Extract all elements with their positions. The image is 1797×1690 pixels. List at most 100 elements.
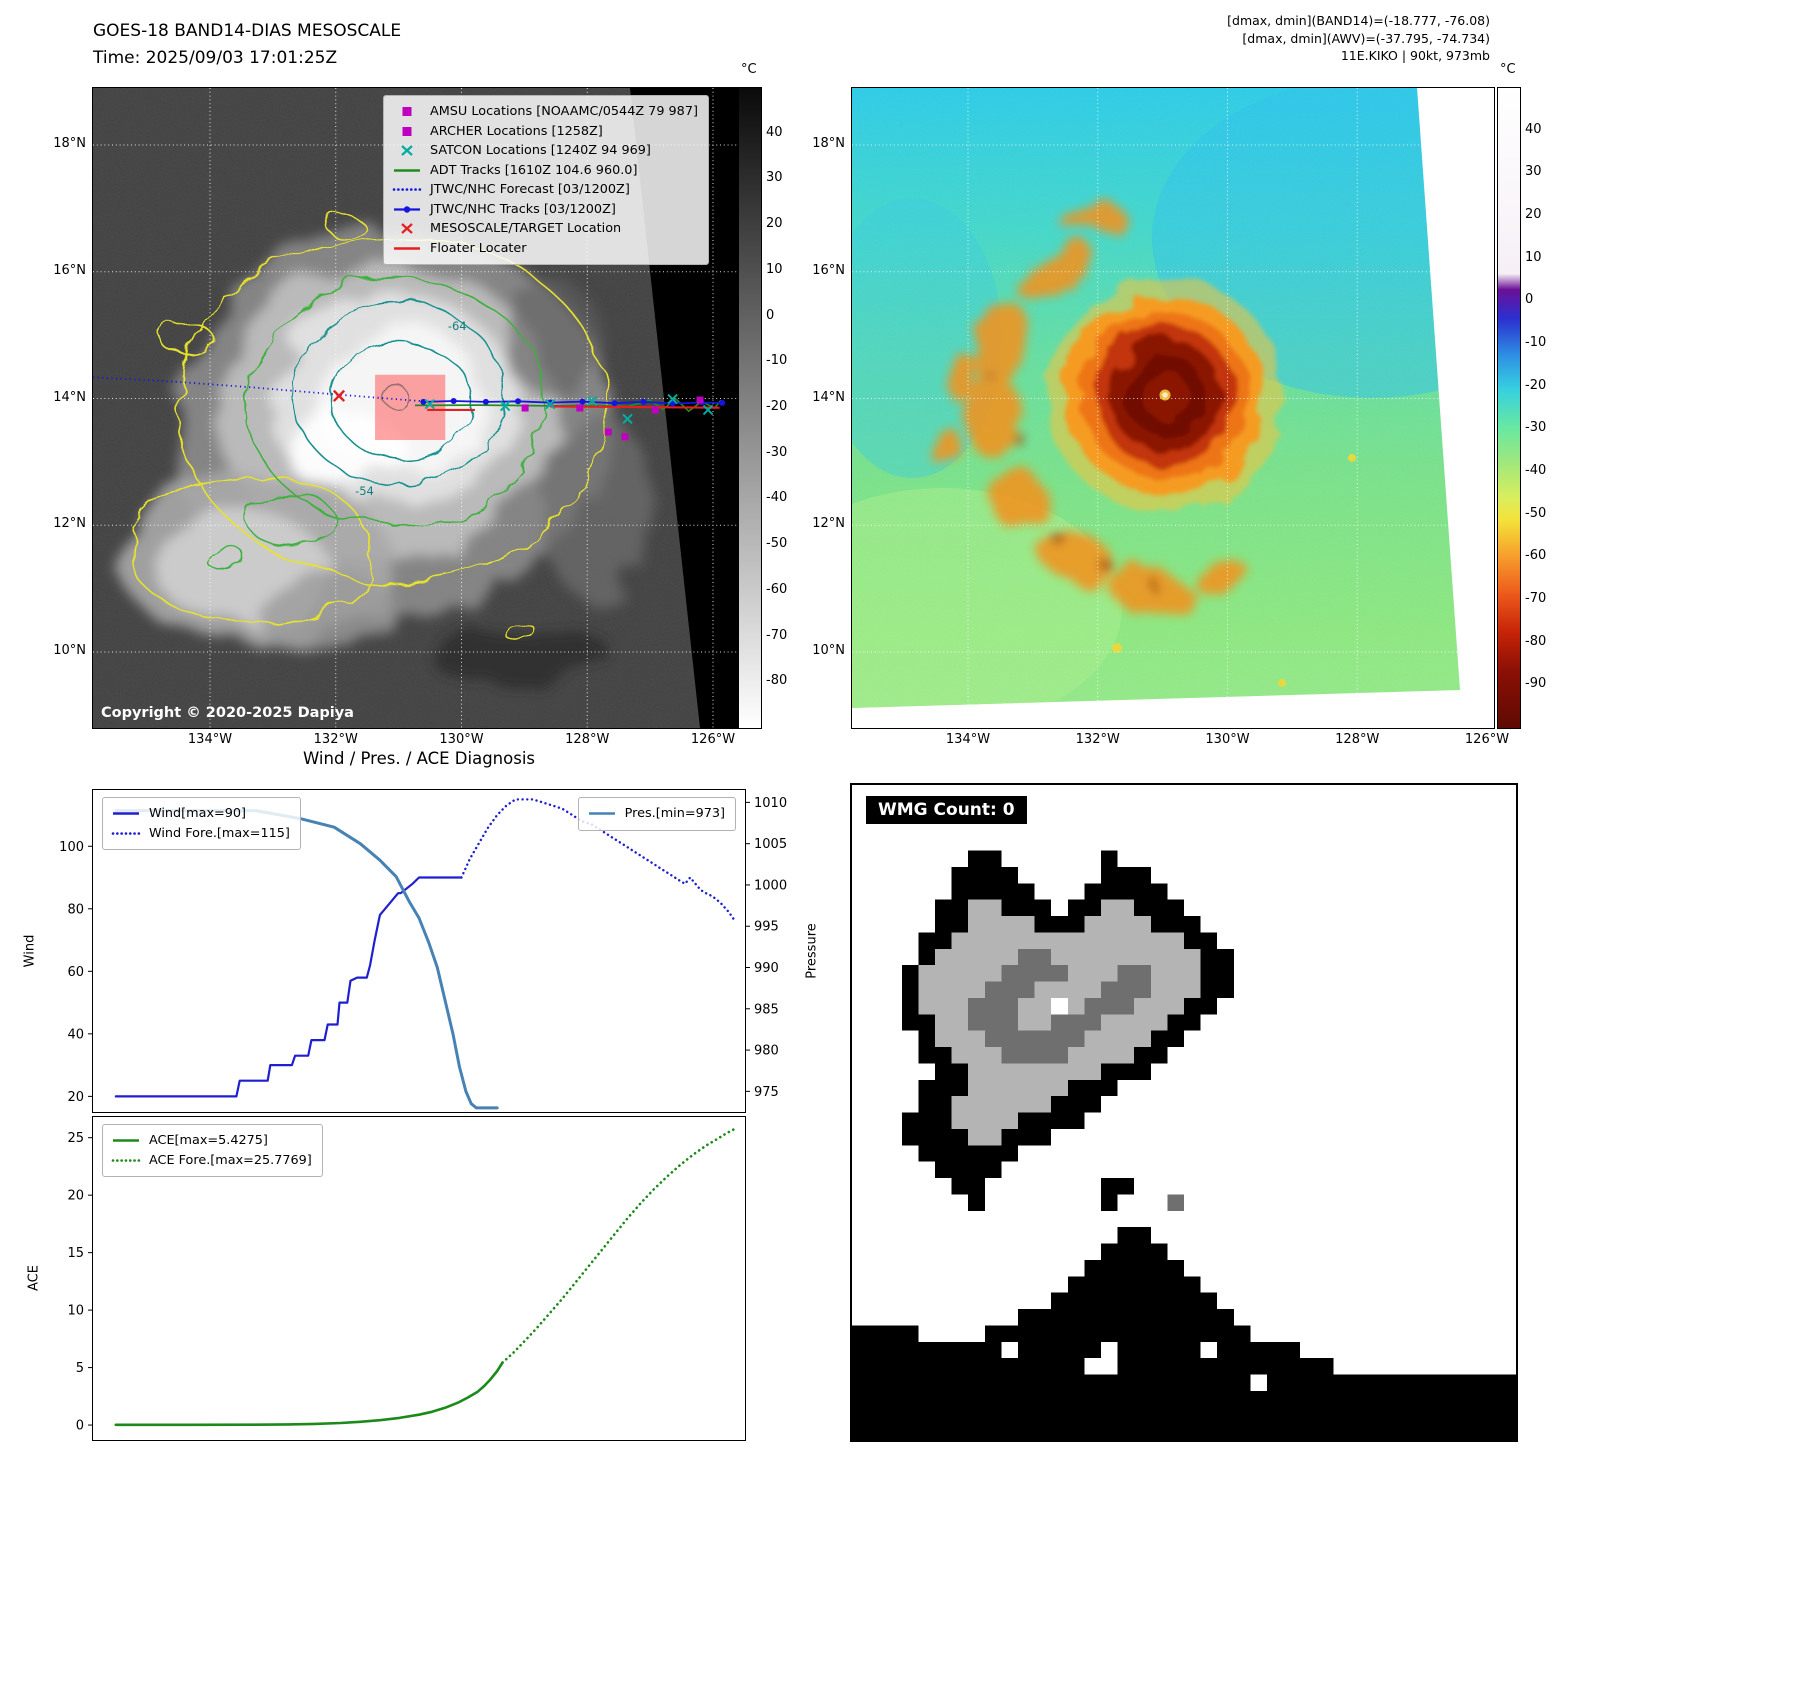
cb-left-tick: -20	[766, 399, 788, 414]
band14-lon-tick: 130°W	[439, 732, 484, 747]
satcon-point	[499, 400, 511, 412]
xmark-legend-marker-icon	[401, 145, 413, 157]
cb-right-tick: 40	[1525, 121, 1542, 137]
y-tick-label: 20	[67, 1189, 84, 1204]
series-line-2	[114, 809, 499, 1110]
cb-left-tick: -60	[766, 581, 788, 597]
rainband-core	[1152, 583, 1162, 593]
cloud-blob	[946, 352, 978, 404]
map-legend-item: SATCON Locations [1240Z 94 969]	[392, 141, 698, 161]
amsu-point	[621, 433, 629, 441]
amsu-point	[651, 406, 659, 414]
band14-lon-tick: 126°W	[690, 732, 736, 747]
wind-axis-label: Wind	[22, 934, 38, 968]
map-legend-label: JTWC/NHC Tracks [03/1200Z]	[430, 201, 616, 217]
diagnosis-title: Wind / Pres. / ACE Diagnosis	[302, 749, 536, 768]
chart-legend-label: ACE Fore.[max=25.7769]	[149, 1152, 312, 1168]
line-legend-marker-icon	[113, 1139, 139, 1142]
band14-lat-tick: 16°N	[53, 262, 86, 278]
contour-yellow	[504, 623, 538, 643]
rainband-core	[1105, 565, 1115, 575]
y2-tick-label: 980	[754, 1044, 779, 1059]
y2-tick-label: 985	[754, 1002, 779, 1017]
cloud-blob	[967, 378, 1021, 458]
amsu-point	[521, 404, 529, 412]
cb-left-tick: -50	[766, 536, 788, 552]
contour-green	[204, 545, 246, 571]
rainband-core	[1015, 435, 1025, 445]
map-legend-item: Floater Locater	[392, 239, 698, 259]
xmark-legend-marker-icon	[401, 223, 413, 235]
cb-right-tick: 0	[1525, 292, 1534, 308]
y-tick-label: 80	[67, 902, 84, 917]
mesoscale-target-box	[375, 374, 446, 440]
map-legend-item: JTWC/NHC Tracks [03/1200Z]	[392, 200, 698, 220]
wmg-panel: WMG Count: 0	[850, 783, 1518, 1442]
band14-lat-tick: 18°N	[53, 136, 86, 151]
cb-right-tick: -10	[1525, 335, 1547, 350]
chart-legend-item: ACE[max=5.4275]	[111, 1131, 312, 1151]
contour-label: -54	[355, 484, 374, 498]
satcon-point	[667, 393, 678, 405]
linedot-legend-marker-icon	[394, 206, 420, 213]
map-legend-label: ARCHER Locations [1258Z]	[430, 123, 603, 139]
cb-right-tick: -70	[1525, 591, 1547, 606]
ace-chart: 0 5 10 15 20 25 ACE[max=5.4275] ACE Fore.[max=…	[67, 1116, 746, 1441]
floater-line	[550, 405, 720, 409]
map-legend-item: JTWC/NHC Forecast [03/1200Z]	[392, 180, 698, 200]
track-point	[579, 398, 586, 405]
dotted-legend-marker-icon	[111, 1158, 141, 1162]
map-legend-label: AMSU Locations [NOAAMC/0544Z 79 987]	[430, 104, 698, 120]
cloud-blob	[1015, 245, 1099, 301]
map-legend-label: Floater Locater	[430, 240, 527, 256]
y-tick-label: 40	[67, 1027, 84, 1042]
contour-yellow	[326, 214, 364, 238]
map-legend-item: AMSU Locations [NOAAMC/0544Z 79 987]	[392, 102, 698, 122]
cloud-blob	[933, 426, 961, 470]
chart-legend-item: Pres.[min=973]	[587, 804, 725, 824]
cb-right-tick: -30	[1525, 420, 1547, 436]
band14-titles: GOES-18 BAND14-DIAS MESOSCALE Time: 2025…	[93, 18, 401, 72]
chart-legend-item: Wind Fore.[max=115]	[111, 824, 290, 844]
satcon-point	[586, 395, 598, 407]
track-point	[482, 398, 489, 405]
cb-left-tick: 30	[766, 170, 783, 186]
map-legend-item: ARCHER Locations [1258Z]	[392, 122, 698, 142]
band14-lat-tick: 10°N	[53, 643, 86, 658]
awv-header-storm-info: 11E.KIKO | 90kt, 973mb	[1340, 48, 1490, 63]
band14-lon-tick: 132°W	[313, 732, 358, 747]
awv-header-awv-stats: [dmax, dmin](AWV)=(-37.795, -74.734)	[1242, 30, 1490, 46]
cb-right-tick: 30	[1525, 164, 1542, 180]
satcon-point	[545, 398, 556, 410]
y-tick-label: 25	[67, 1131, 84, 1146]
square-legend-marker-icon	[402, 107, 412, 117]
cloud-blob	[1112, 572, 1192, 614]
chart-legend-left: ACE[max=5.4275] ACE Fore.[max=25.7769]	[102, 1124, 323, 1177]
line-legend-marker-icon	[394, 169, 420, 172]
satcon-markers	[424, 393, 714, 425]
warm-speck	[1348, 454, 1356, 462]
y-tick-label: 15	[67, 1246, 84, 1261]
satcon-point	[622, 413, 633, 425]
amsu-point	[696, 396, 704, 404]
band14-lon-tick: 128°W	[565, 732, 610, 747]
awv-header-band14-stats: [dmax, dmin](BAND14)=(-18.777, -76.08)	[1227, 13, 1490, 28]
amsu-markers	[521, 396, 704, 441]
cloud-blob	[283, 408, 403, 488]
y-tick-label: 0	[76, 1419, 84, 1434]
band14-title: GOES-18 BAND14-DIAS MESOSCALE	[93, 21, 402, 41]
line-legend-marker-icon	[588, 812, 615, 815]
cb-right-tick: -80	[1525, 633, 1547, 649]
ace-plot: 0 5 10 15 20 25	[67, 1127, 737, 1434]
cloud-blob	[1194, 560, 1250, 596]
awv-colorbar-unit: °C	[1500, 62, 1516, 77]
cb-right-tick: -90	[1525, 676, 1547, 692]
wmg-pixel-image	[852, 785, 1516, 1440]
band14-satellite-map: -64 -54 AMSU Locations [NOAAMC/0544Z 79 9…	[92, 87, 738, 729]
y2-tick-label: 1000	[754, 878, 787, 893]
cb-left-tick: -40	[766, 490, 788, 506]
awv-lon-tick: 126°W	[1464, 732, 1510, 747]
cloud-blob	[433, 623, 613, 693]
pressure-axis-label: Pressure	[804, 923, 820, 979]
cloud-blob	[971, 301, 1033, 385]
